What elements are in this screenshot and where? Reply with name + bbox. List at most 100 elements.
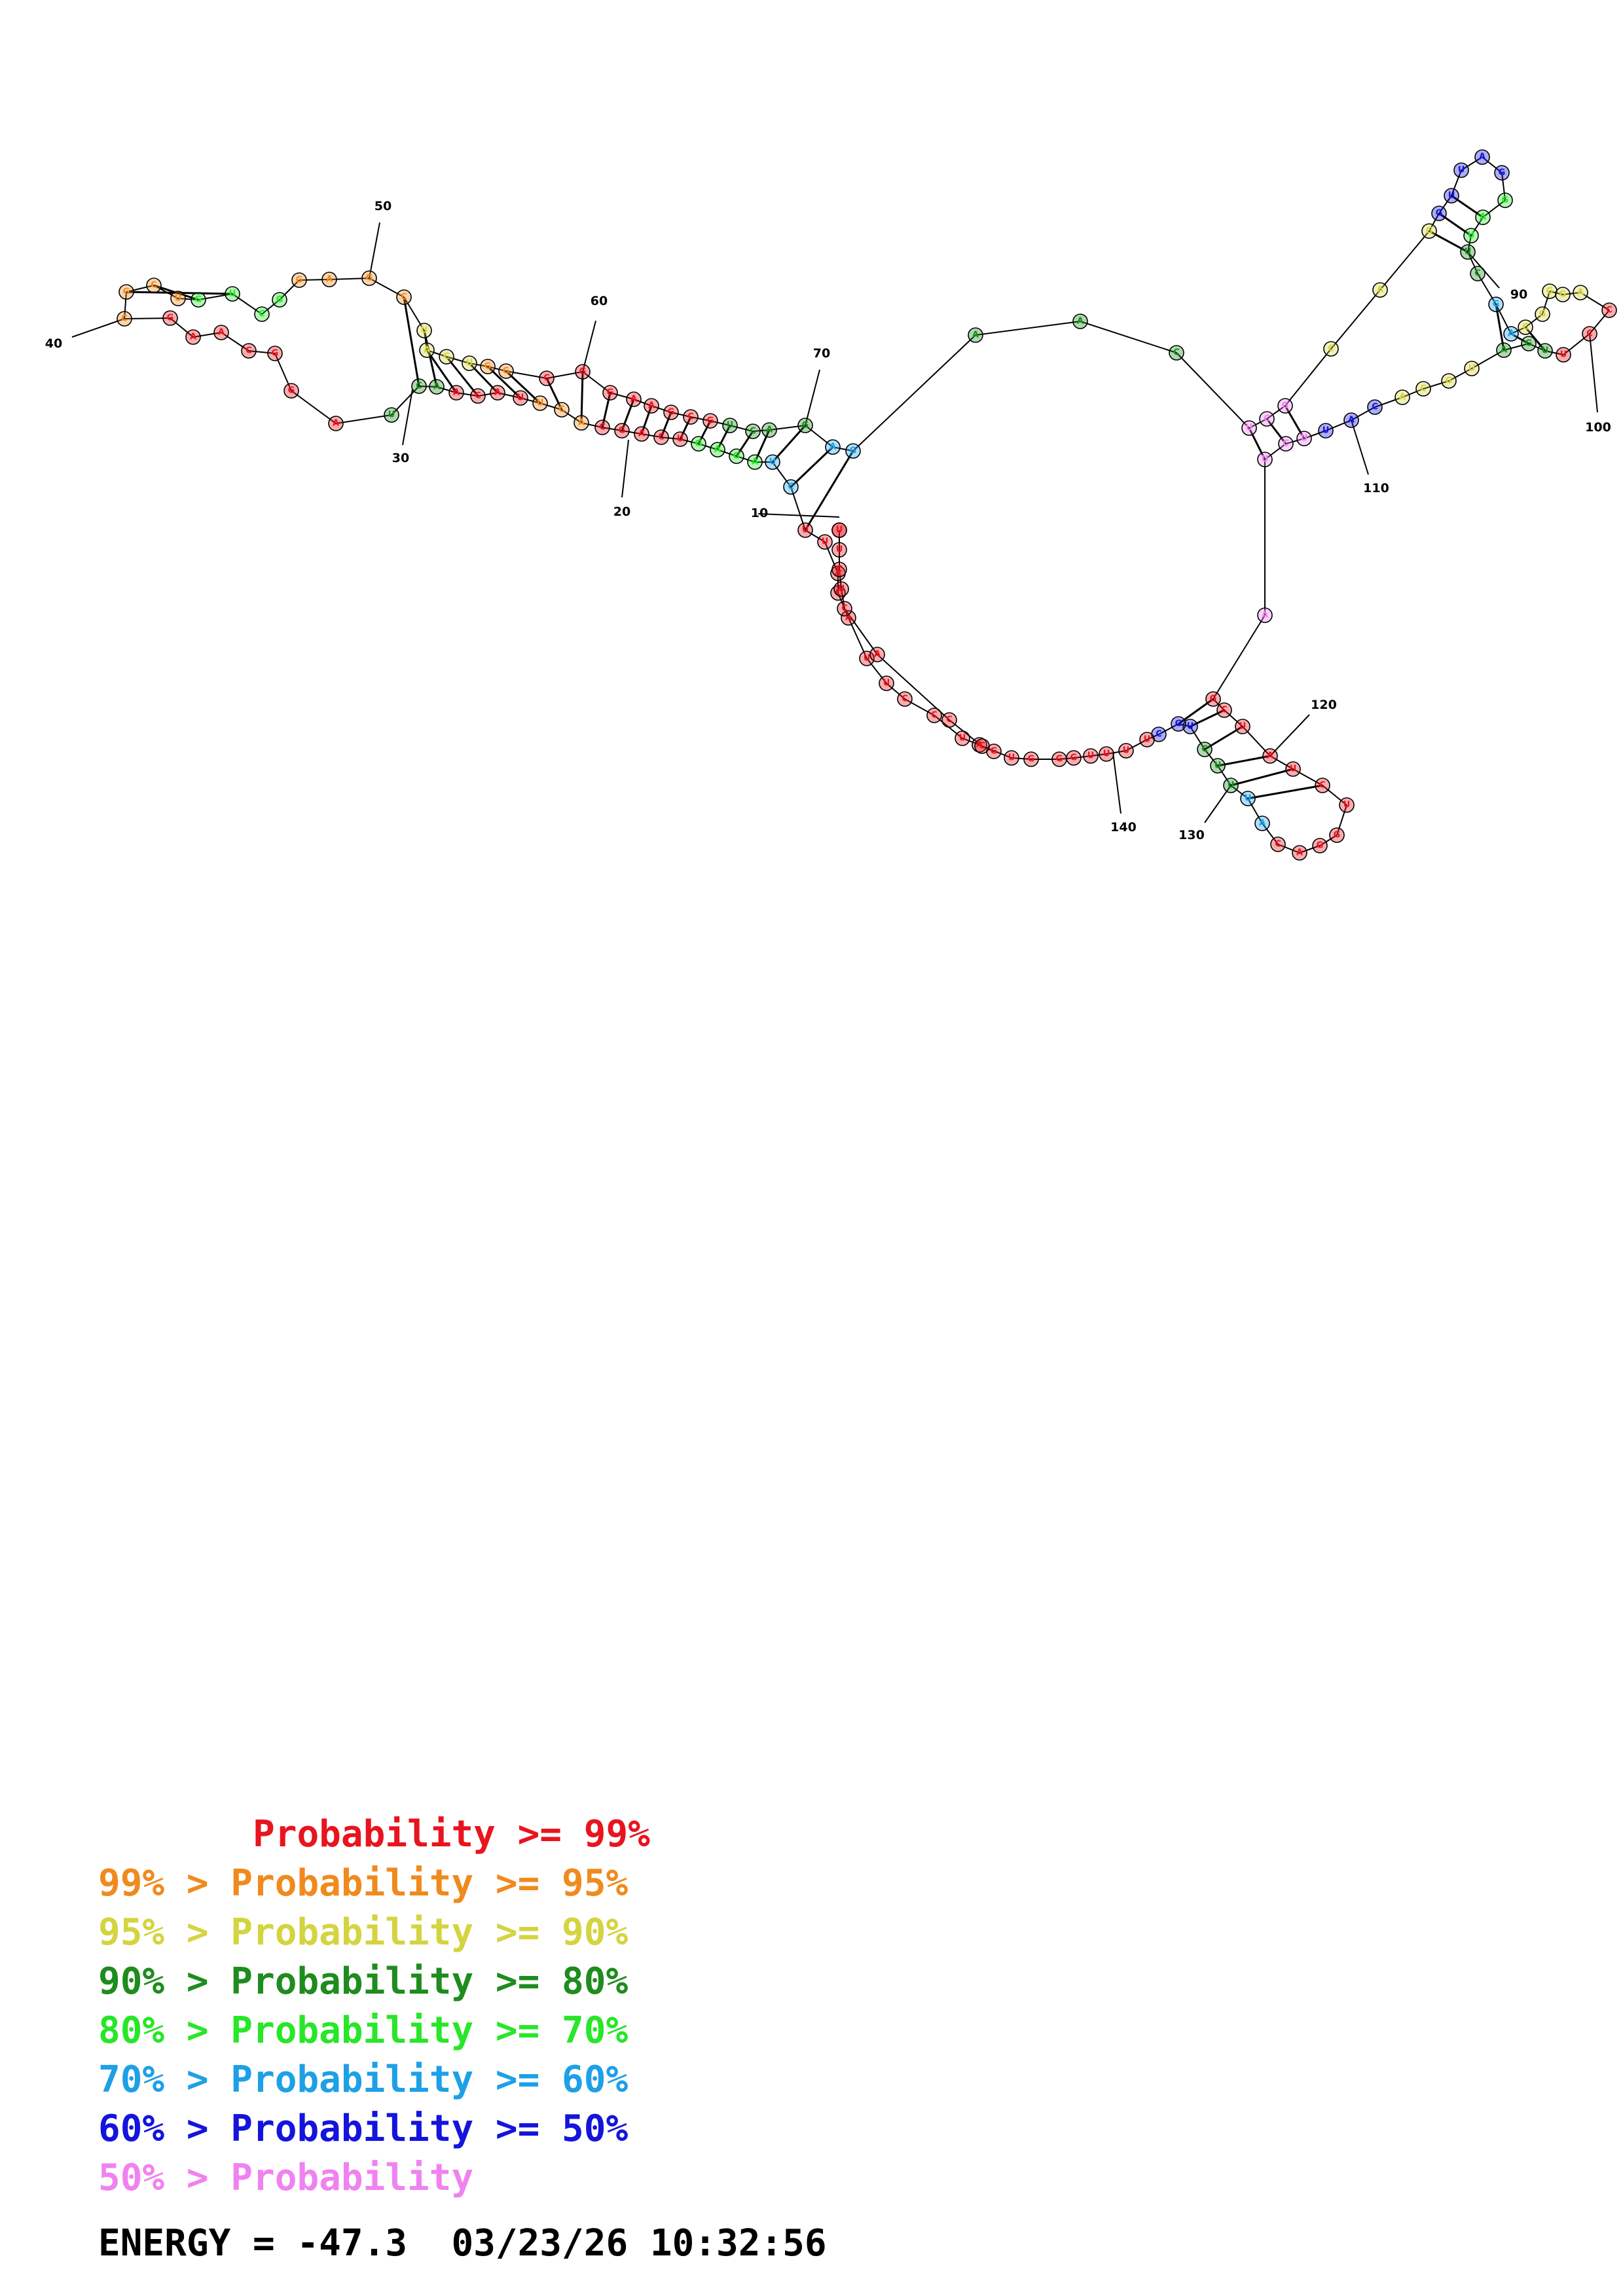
legend-label: Probability >= 70% <box>230 2009 629 2052</box>
nucleotide-letter: U <box>1187 722 1194 732</box>
nucleotide-circle <box>626 391 642 407</box>
nucleotide: G <box>272 292 287 308</box>
nucleotide-letter: C <box>1275 840 1281 850</box>
nucleotide: U <box>170 291 186 306</box>
nucleotide-letter: U <box>1448 191 1455 201</box>
nucleotide: U <box>1083 748 1099 764</box>
nucleotide: U <box>1296 431 1312 446</box>
nucleotide-letter: A <box>333 419 339 429</box>
nucleotide-letter: U <box>1465 247 1472 257</box>
nucleotide: A <box>825 439 841 455</box>
nucleotide: A <box>321 272 337 287</box>
nucleotide-circle <box>1197 742 1213 757</box>
backbone-segment <box>1589 310 1610 334</box>
backbone-segment <box>477 392 498 397</box>
nucleotide-circle <box>831 562 847 577</box>
nucleotide: C <box>1197 742 1213 757</box>
nucleotide-circle <box>1223 778 1239 793</box>
nucleotide: A <box>448 385 464 401</box>
legend-row-99: Probability >= 99% <box>98 1810 650 1859</box>
backbone-segment <box>1510 327 1526 334</box>
nucleotide: G <box>361 270 377 286</box>
nucleotide: C <box>470 388 486 404</box>
nucleotide-circle <box>1421 223 1437 239</box>
nucleotide-letter: A <box>1577 288 1584 298</box>
nucleotide-letter: U <box>537 399 544 408</box>
nucleotide: C <box>396 289 412 305</box>
backbone-segment <box>962 738 980 745</box>
backbone-segment <box>1285 348 1332 406</box>
nucleotide-letter: U <box>836 526 843 535</box>
backbone-segment <box>1230 785 1249 799</box>
backbone-segment <box>1448 368 1472 382</box>
backbone-segment <box>1438 195 1452 214</box>
nucleotide-letter: C <box>1264 414 1270 424</box>
nucleotide: U <box>1556 347 1571 363</box>
tick-label-50: 50 <box>374 199 392 213</box>
nucleotide-circle <box>1463 228 1479 243</box>
nucleotide: U <box>955 730 970 746</box>
energy-footer: ENERGY = -47.3 03/23/26 10:32:56 <box>98 2222 827 2265</box>
nucleotide-circle <box>117 311 132 327</box>
tick-label-140: 140 <box>1110 820 1137 834</box>
backbone-segment <box>1562 292 1581 295</box>
legend-prefix: 95% > <box>98 1911 231 1954</box>
nucleotide: C <box>1518 319 1533 335</box>
nucleotide-letter: U <box>421 326 428 336</box>
nucleotide-circle <box>783 479 799 495</box>
nucleotide: A <box>1503 326 1519 342</box>
backbone-segment <box>621 430 642 435</box>
backbone-segment <box>1262 823 1279 845</box>
nucleotide-circle <box>1453 162 1469 178</box>
nucleotide: G <box>480 359 496 374</box>
nucleotide-letter: A <box>1480 213 1486 223</box>
nucleotide: A <box>968 327 983 343</box>
nucleotide: G <box>845 443 861 459</box>
backbone-segment <box>805 529 826 543</box>
tick-label-70: 70 <box>813 346 830 361</box>
tick-line <box>582 320 596 372</box>
nucleotide: U <box>1118 743 1134 759</box>
nucleotide-letter: A <box>218 328 225 338</box>
nucleotide: C <box>539 370 555 386</box>
nucleotide: G <box>702 413 718 429</box>
nucleotide-letter: C <box>1156 730 1162 740</box>
nucleotide-circle <box>1521 336 1537 351</box>
nucleotide-letter: U <box>883 679 890 689</box>
backbone-segment <box>1224 709 1243 727</box>
nucleotide-letter: G <box>1539 310 1546 319</box>
legend-label: Probability >= 90% <box>230 1911 629 1954</box>
nucleotide-letter: C <box>259 310 265 319</box>
nucleotide: C <box>1367 399 1383 415</box>
nucleotide-letter: U <box>1322 426 1330 436</box>
nucleotide-circle <box>602 385 618 401</box>
nucleotide-circle <box>361 270 377 286</box>
nucleotide-circle <box>1254 816 1270 831</box>
nucleotide-circle <box>1497 192 1513 208</box>
nucleotide-circle <box>185 329 201 345</box>
nucleotide-circle <box>1296 431 1312 446</box>
nucleotide-circle <box>241 343 257 359</box>
tick-line <box>1589 333 1598 413</box>
backbone-segment <box>1158 723 1179 735</box>
tick-label-120: 120 <box>1311 698 1337 712</box>
base-pair-bond <box>621 399 635 431</box>
nucleotide: U <box>462 355 477 371</box>
nucleotide-circle <box>254 306 270 322</box>
legend-row-60: 70% > Probability >= 60% <box>98 2055 650 2104</box>
tick-label-30: 30 <box>392 451 409 465</box>
backbone-segment <box>1266 405 1286 420</box>
tick-line <box>71 318 125 338</box>
nucleotide-circle <box>539 370 555 386</box>
nucleotide: C <box>439 349 454 365</box>
nucleotide: C <box>974 738 990 754</box>
nucleotide-circle <box>1023 751 1039 767</box>
nucleotide-letter: A <box>1508 329 1514 339</box>
nucleotide-letter: A <box>326 275 333 285</box>
nucleotide-circle <box>419 342 435 358</box>
nucleotide-circle <box>1004 750 1019 766</box>
nucleotide: A <box>1072 314 1088 329</box>
nucleotide: G <box>1171 716 1186 732</box>
nucleotide: G <box>1205 691 1221 707</box>
nucleotide-letter: A <box>1399 393 1406 403</box>
